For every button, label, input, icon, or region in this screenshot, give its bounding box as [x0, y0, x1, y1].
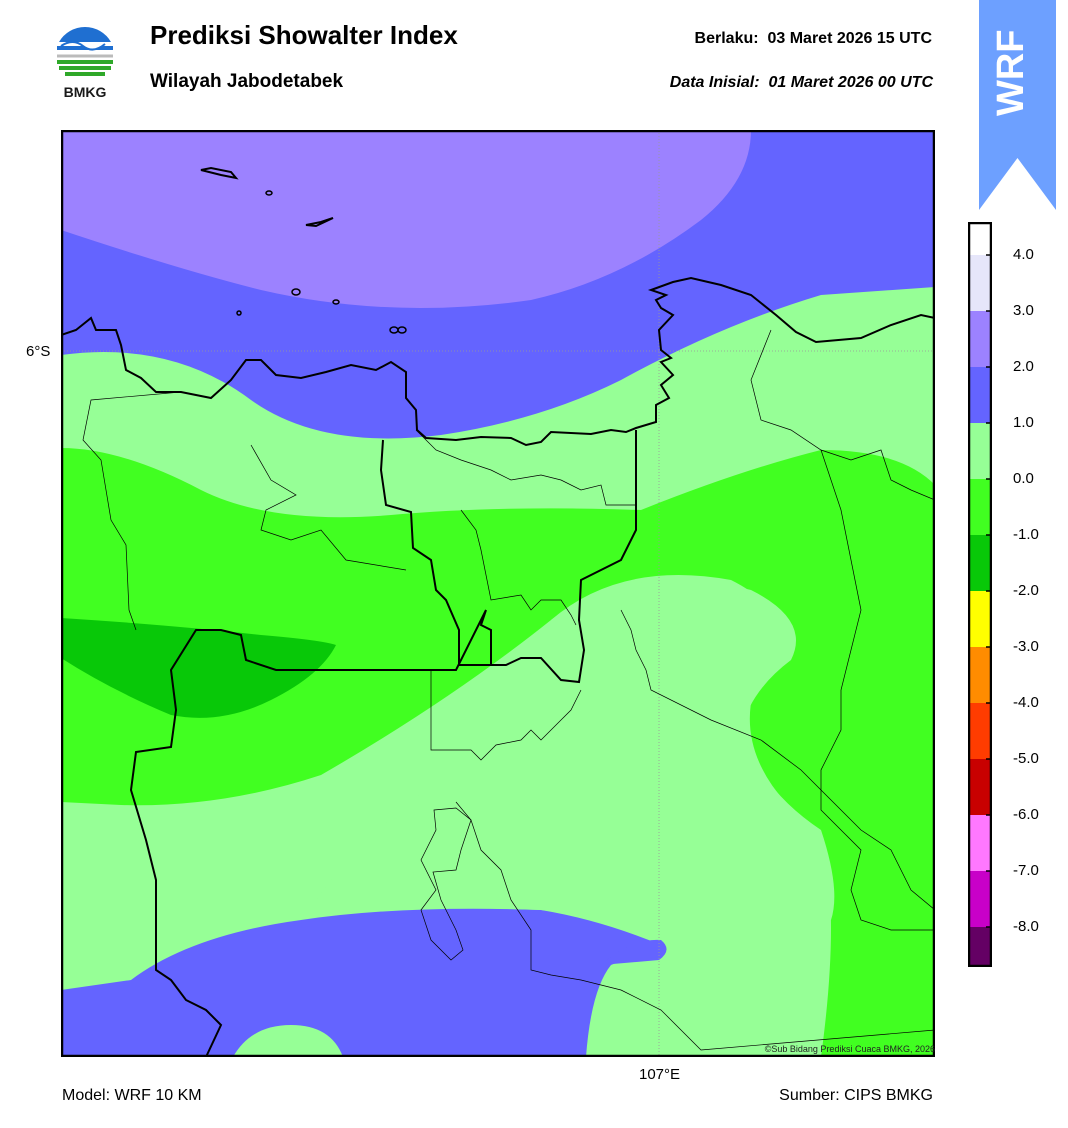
colorbar-label: -3.0 [1013, 638, 1039, 655]
island [332, 299, 340, 305]
logo-text: BMKG [63, 84, 107, 100]
colorbar-segment [968, 367, 992, 423]
colorbar-segment [968, 311, 992, 367]
map-frame [61, 130, 935, 1057]
island [305, 217, 334, 228]
island [265, 190, 273, 196]
colorbar-segment [968, 647, 992, 703]
regency-boundaries [82, 329, 935, 1051]
model-label: Model: WRF 10 KM [62, 1087, 202, 1104]
contour-1-2-small [601, 939, 667, 965]
colorbar-label: 1.0 [1013, 414, 1034, 431]
island [236, 310, 242, 316]
colorbar-segment [968, 703, 992, 759]
map-title: Prediksi Showalter Index [150, 20, 458, 50]
init-value: 01 Maret 2026 00 UTC [768, 74, 933, 91]
lat-label: 6°S [26, 343, 51, 360]
colorbar-segment [968, 423, 992, 479]
colorbar-label: 3.0 [1013, 302, 1034, 319]
colorbar-label: -1.0 [1013, 526, 1039, 543]
colorbar-label: 2.0 [1013, 358, 1034, 375]
wrf-banner-text: WRF [990, 29, 1032, 117]
valid-time: Berlaku: 03 Maret 2026 15 UTC [695, 30, 932, 48]
coastline [61, 276, 935, 447]
colorbar-segment [968, 759, 992, 815]
lon-label: 107°E [639, 1066, 681, 1083]
colorbar-segment [968, 222, 992, 255]
colorbar [968, 222, 992, 967]
source-label: Sumber: CIPS BMKG [779, 1087, 933, 1104]
colorbar-label: -2.0 [1013, 582, 1039, 599]
contour-0-1-small [233, 1025, 343, 1057]
regency-boundary-enclave [420, 807, 472, 961]
valid-label: Berlaku: [694, 30, 759, 47]
colorbar-segment [968, 927, 992, 967]
init-label: Data Inisial: [669, 74, 760, 91]
bmkg-logo [55, 22, 115, 82]
colorbar-label: -5.0 [1013, 750, 1039, 767]
colorbar-segment [968, 815, 992, 871]
colorbar-segment [968, 479, 992, 535]
init-time: Data Inisial: 01 Maret 2026 00 UTC [670, 74, 933, 92]
colorbar-label: -7.0 [1013, 862, 1039, 879]
colorbar-label: -8.0 [1013, 918, 1039, 935]
colorbar-label: -4.0 [1013, 694, 1039, 711]
colorbar-segment [968, 255, 992, 311]
colorbar-segment [968, 591, 992, 647]
province-boundary-2 [486, 430, 637, 684]
contour-0-1-inner [311, 580, 835, 920]
contour-neg1-0 [61, 448, 935, 1057]
island [291, 288, 301, 296]
colorbar-segment [968, 871, 992, 927]
colorbar-label: -6.0 [1013, 806, 1039, 823]
colorbar-segment [968, 535, 992, 591]
island [200, 166, 239, 180]
showalter-map [61, 130, 935, 1057]
map-subtitle: Wilayah Jabodetabek [150, 71, 344, 92]
island [397, 326, 407, 334]
colorbar-label: 4.0 [1013, 246, 1034, 263]
province-boundary [129, 439, 492, 1057]
valid-value: 03 Maret 2026 15 UTC [767, 30, 932, 47]
contour-neg2-neg1 [61, 618, 336, 718]
wrf-banner [979, 0, 1056, 210]
copyright: ©Sub Bidang Prediksi Cuaca BMKG, 2026 [764, 1044, 935, 1054]
colorbar-label: 0.0 [1013, 470, 1034, 487]
